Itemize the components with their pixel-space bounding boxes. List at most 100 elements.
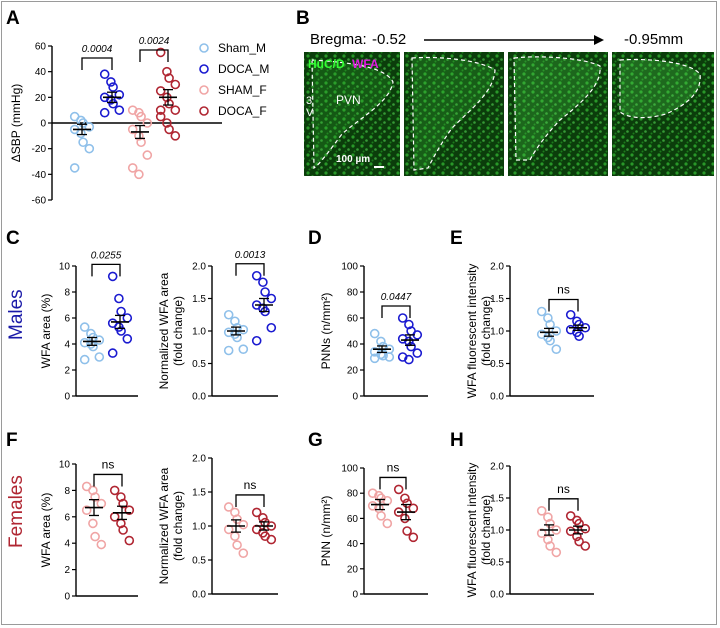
data-point-f-0-2	[90, 492, 100, 502]
data-point-e-0-7	[551, 344, 562, 355]
data-point-f-0-7	[96, 539, 107, 550]
y-tick-label-f-1: 8	[64, 486, 70, 497]
data-point-f2-0-0	[223, 502, 234, 512]
data-point-f2-0-5	[230, 531, 240, 542]
data-point-f-1-7	[124, 535, 135, 546]
y-tick-label-e-1: 1.5	[490, 294, 504, 305]
data-point-f2-0-6	[232, 540, 242, 550]
data-point-h-1-3	[580, 523, 591, 534]
data-point-d-1-1	[404, 319, 414, 330]
data-point-d-1-0	[397, 313, 408, 323]
y-tick-label-g-3: 40	[347, 539, 359, 550]
data-point-c-0-0	[79, 322, 90, 332]
data-point-f-0-6	[90, 531, 100, 542]
panel-letter-e: E	[450, 228, 463, 249]
pvn-label: PVN	[336, 93, 361, 107]
data-point-a-3-0	[155, 47, 166, 58]
data-point-a-3-9	[162, 118, 172, 128]
y-tick-label-e-2: 1.0	[490, 327, 504, 338]
data-point-h-1-0	[565, 511, 576, 521]
y-tick-label-a-2: 20	[35, 93, 47, 104]
chart-a: 60 40 20 0 -20 -40 -60 ΔSBP (mmHg) 0.0004 0.0024	[9, 36, 222, 207]
chart-f: 10 8 6 4 2 0 WFA area (%) ns	[39, 457, 138, 603]
y-tick-label-h-3: 0.5	[490, 558, 504, 569]
micrograph-3	[508, 52, 608, 176]
y-tick-label-f2-0: 2.0	[192, 454, 206, 465]
y-tick-label-a-6: -60	[32, 196, 47, 207]
y-tick-label-g-4: 20	[347, 564, 359, 575]
data-point-g-1-7	[408, 532, 419, 543]
sig-bracket-a-0	[81, 57, 113, 70]
pvn-outline-3	[513, 56, 601, 161]
data-point-c-1-0	[107, 271, 118, 282]
panel-letter-a: A	[6, 8, 20, 29]
data-point-c2-0-6	[232, 332, 242, 343]
data-point-a-1-8	[99, 107, 110, 118]
y-tick-label-h-4: 0.0	[490, 590, 504, 601]
y-tick-label-h-2: 1.0	[490, 526, 504, 537]
data-point-f-0-4	[81, 505, 92, 516]
data-point-c-1-6	[116, 326, 126, 336]
data-point-a-0-8	[69, 163, 80, 173]
micrograph-panel: B Bregma: -0.52 -0.95mm HuC/D WFA 3 V PV…	[296, 8, 714, 176]
sig-bracket-d-0	[381, 305, 411, 318]
micrograph-1	[304, 52, 400, 176]
data-point-g-1-2	[402, 498, 412, 509]
sig-label-f2-0: ns	[244, 478, 257, 492]
data-point-c2-0-7	[238, 344, 249, 355]
data-point-g-1-0	[393, 484, 404, 495]
data-point-c-0-3	[94, 335, 105, 345]
data-point-a-0-3	[84, 122, 95, 132]
data-point-h-0-0	[536, 505, 547, 516]
data-point-a-0-7	[84, 143, 95, 154]
y-tick-label-e-0: 2.0	[490, 262, 504, 273]
chart-e: 2.0 1.5 1.0 0.5 0.0 WFA fluorescent intensity…	[465, 262, 594, 403]
sig-label-a-1: 0.0024	[139, 36, 170, 47]
data-point-h-0-1	[543, 512, 553, 523]
data-point-f-1-0	[109, 485, 120, 496]
y-tick-label-g-0: 100	[341, 464, 358, 475]
y-tick-label-d-0: 100	[341, 262, 358, 273]
data-point-a-2-7	[142, 150, 153, 160]
data-point-c2-1-7	[266, 322, 277, 333]
females-label: Females	[6, 475, 27, 548]
panel-letter-g: G	[308, 430, 323, 451]
data-point-f2-0-2	[232, 514, 242, 525]
y-tick-label-c-3: 4	[64, 340, 70, 351]
chart-d: 100 80 60 40 20 0 PNNs (n/mm²) 0.0447	[319, 262, 428, 403]
data-point-g-1-6	[402, 526, 412, 536]
scale-bar	[374, 166, 384, 168]
y-tick-label-c2-3: 0.5	[192, 359, 206, 370]
data-point-a-1-6	[108, 98, 118, 109]
data-point-a-3-4	[155, 86, 166, 96]
sig-label-c-0: 0.0255	[91, 250, 122, 261]
data-point-a-0-5	[76, 128, 86, 139]
pvn-outline-4	[619, 58, 701, 119]
y-tick-label-f-5: 0	[64, 592, 70, 603]
y-axis-label-e: WFA fluorescent intensity	[465, 264, 479, 399]
legend-label-1: DOCA_M	[218, 62, 269, 76]
y-tick-label-d-1: 80	[347, 288, 359, 299]
data-point-a-2-3	[142, 118, 153, 128]
data-point-a-1-3	[114, 89, 125, 100]
data-point-d-0-0	[369, 328, 380, 339]
y-tick-label-d-5: 0	[352, 392, 358, 403]
data-point-c2-1-2	[260, 287, 270, 297]
chart-g: 100 80 60 40 20 0 PNN (n/mm²) ns	[319, 460, 428, 601]
y-tick-label-a-5: -40	[32, 170, 47, 181]
data-point-c-0-8	[79, 354, 90, 365]
data-point-g-0-7	[382, 518, 393, 529]
y-tick-label-d-4: 20	[347, 366, 359, 377]
data-point-c-1-8	[107, 348, 118, 358]
data-point-d-0-7	[384, 352, 395, 362]
data-point-e-0-3	[551, 326, 562, 336]
scale-bar-label: 100 µm	[336, 154, 370, 165]
y-axis-label-f2: Normalized WFA area	[157, 467, 171, 584]
data-point-a-3-3	[170, 79, 181, 90]
y-axis-label-g: PNN (n/mm²)	[319, 496, 333, 567]
sig-label-e-0: ns	[557, 283, 570, 297]
data-point-c2-0-4	[223, 327, 234, 338]
data-point-c-1-2	[116, 306, 126, 317]
data-point-e-0-0	[536, 306, 547, 317]
